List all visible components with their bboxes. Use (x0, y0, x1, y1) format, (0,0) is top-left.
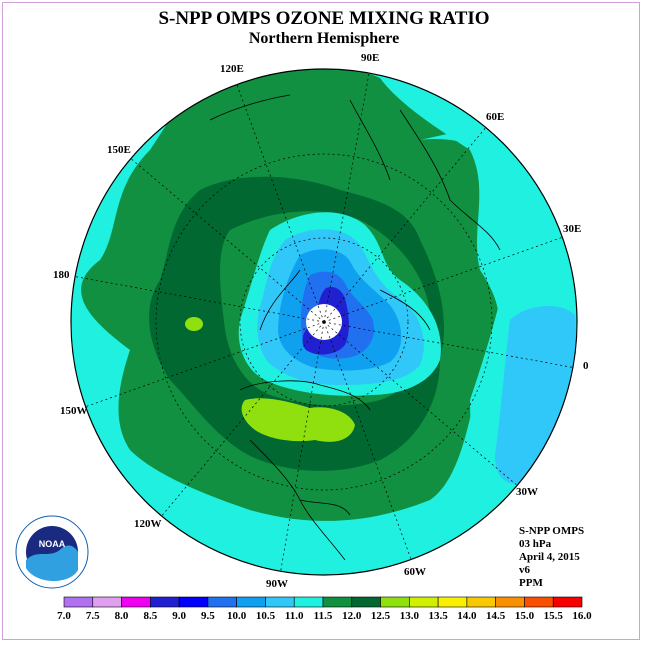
page-frame (2, 2, 640, 640)
graticule (71, 69, 577, 575)
colorbar-tick-label: 16.0 (572, 610, 592, 622)
colorbar-tick-label: 8.5 (143, 610, 157, 622)
colorbar-tick-label: 10.5 (256, 610, 276, 622)
colorbar-tick-label: 12.0 (342, 610, 362, 622)
colorbar-swatch (150, 596, 180, 608)
lon-label-120w: 120W (134, 518, 162, 530)
colorbar-tick-label: 7.5 (86, 610, 100, 622)
page-title: S-NPP OMPS OZONE MIXING RATIO (158, 8, 490, 29)
info-date: April 4, 2015 (519, 551, 580, 563)
lon-label-30e: 30E (563, 223, 582, 235)
colorbar-swatch (524, 596, 554, 608)
info-units: PPM (519, 577, 543, 589)
colorbar-tick-label: 9.5 (201, 610, 215, 622)
field-12-0-siberia (400, 226, 416, 246)
noaa-logo: NOAA (15, 515, 89, 589)
colorbar-swatch (236, 596, 266, 608)
coastlines (209, 94, 501, 575)
colorbar-swatch (437, 596, 468, 608)
colorbar-swatch (121, 596, 151, 608)
colorbar-swatch (495, 596, 525, 608)
colorbar-tick-label: 7.0 (57, 610, 71, 622)
noaa-logo-text: NOAA (39, 539, 66, 549)
lon-label-30w: 30W (516, 486, 538, 498)
lon-label-180: 180 (53, 269, 70, 281)
colorbar-tick-label: 9.0 (172, 610, 186, 622)
colorbar-tick-label: 14.0 (457, 610, 477, 622)
map-boundary (70, 68, 578, 576)
lon-label-120e: 120E (220, 63, 244, 75)
lon-label-90e: 90E (361, 52, 380, 64)
colorbar-swatch (63, 596, 94, 608)
colorbar-tick-label: 14.5 (486, 610, 506, 622)
colorbar-tick-label: 10.0 (227, 610, 247, 622)
page-subtitle: Northern Hemisphere (248, 30, 400, 47)
colorbar-tick-label: 11.0 (285, 610, 304, 622)
colorbar-swatch (207, 596, 237, 608)
colorbar-tick-label: 15.0 (515, 610, 535, 622)
colorbar-swatch (322, 596, 353, 608)
colorbar-tick-label: 11.5 (314, 610, 333, 622)
info-level: 03 hPa (519, 538, 552, 550)
field-12-5-canada (241, 398, 355, 442)
lon-label-150e: 150E (107, 144, 131, 156)
colorbar-tick-label: 13.5 (428, 610, 448, 622)
colorbar-swatch (351, 596, 381, 608)
colorbar-swatch (265, 596, 295, 608)
colorbar-tick-label: 12.5 (371, 610, 391, 622)
lon-label-60w: 60W (404, 566, 426, 578)
field-12-5-pacific (185, 317, 203, 331)
lon-label-60e: 60E (486, 111, 505, 123)
info-instrument: S-NPP OMPS (519, 525, 585, 537)
colorbar-swatch (92, 596, 122, 608)
info-block: S-NPP OMPS 03 hPa April 4, 2015 v6 PPM (519, 525, 584, 590)
colorbar-swatch (409, 596, 439, 608)
lon-label-90w: 90W (266, 578, 288, 590)
colorbar-swatch (380, 596, 410, 608)
colorbar-tick-label: 13.0 (400, 610, 420, 622)
info-version: v6 (519, 564, 530, 576)
colorbar-swatch (466, 596, 496, 608)
colorbar-tick-label: 15.5 (544, 610, 564, 622)
colorbar-swatch (552, 596, 583, 608)
lon-label-150w: 150W (60, 405, 88, 417)
colorbar-swatch (178, 596, 209, 608)
colorbar-swatch (293, 596, 324, 608)
lon-label-0: 0 (583, 360, 589, 372)
colorbar-tick-label: 8.0 (115, 610, 129, 622)
